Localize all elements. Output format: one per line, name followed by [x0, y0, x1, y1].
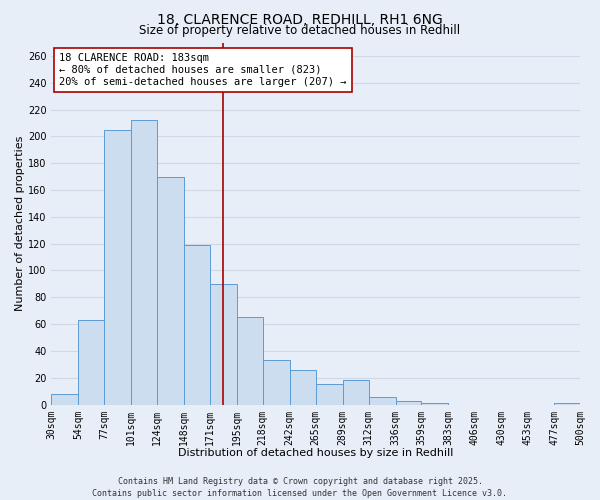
Text: Size of property relative to detached houses in Redhill: Size of property relative to detached ho… [139, 24, 461, 37]
Bar [157, 176, 184, 404]
Bar [51, 394, 78, 404]
X-axis label: Distribution of detached houses by size in Redhill: Distribution of detached houses by size … [178, 448, 454, 458]
Bar [184, 245, 210, 404]
Bar [316, 384, 343, 404]
Bar [210, 284, 237, 405]
Bar [290, 370, 316, 404]
Text: 18 CLARENCE ROAD: 183sqm
← 80% of detached houses are smaller (823)
20% of semi-: 18 CLARENCE ROAD: 183sqm ← 80% of detach… [59, 54, 347, 86]
Bar [263, 360, 290, 405]
Bar [368, 396, 395, 404]
Y-axis label: Number of detached properties: Number of detached properties [15, 136, 25, 311]
Text: 18, CLARENCE ROAD, REDHILL, RH1 6NG: 18, CLARENCE ROAD, REDHILL, RH1 6NG [157, 12, 443, 26]
Bar [343, 380, 368, 404]
Bar [78, 320, 104, 404]
Text: Contains HM Land Registry data © Crown copyright and database right 2025.
Contai: Contains HM Land Registry data © Crown c… [92, 476, 508, 498]
Bar [237, 318, 263, 404]
Bar [104, 130, 131, 404]
Bar [131, 120, 157, 405]
Bar [395, 400, 421, 404]
